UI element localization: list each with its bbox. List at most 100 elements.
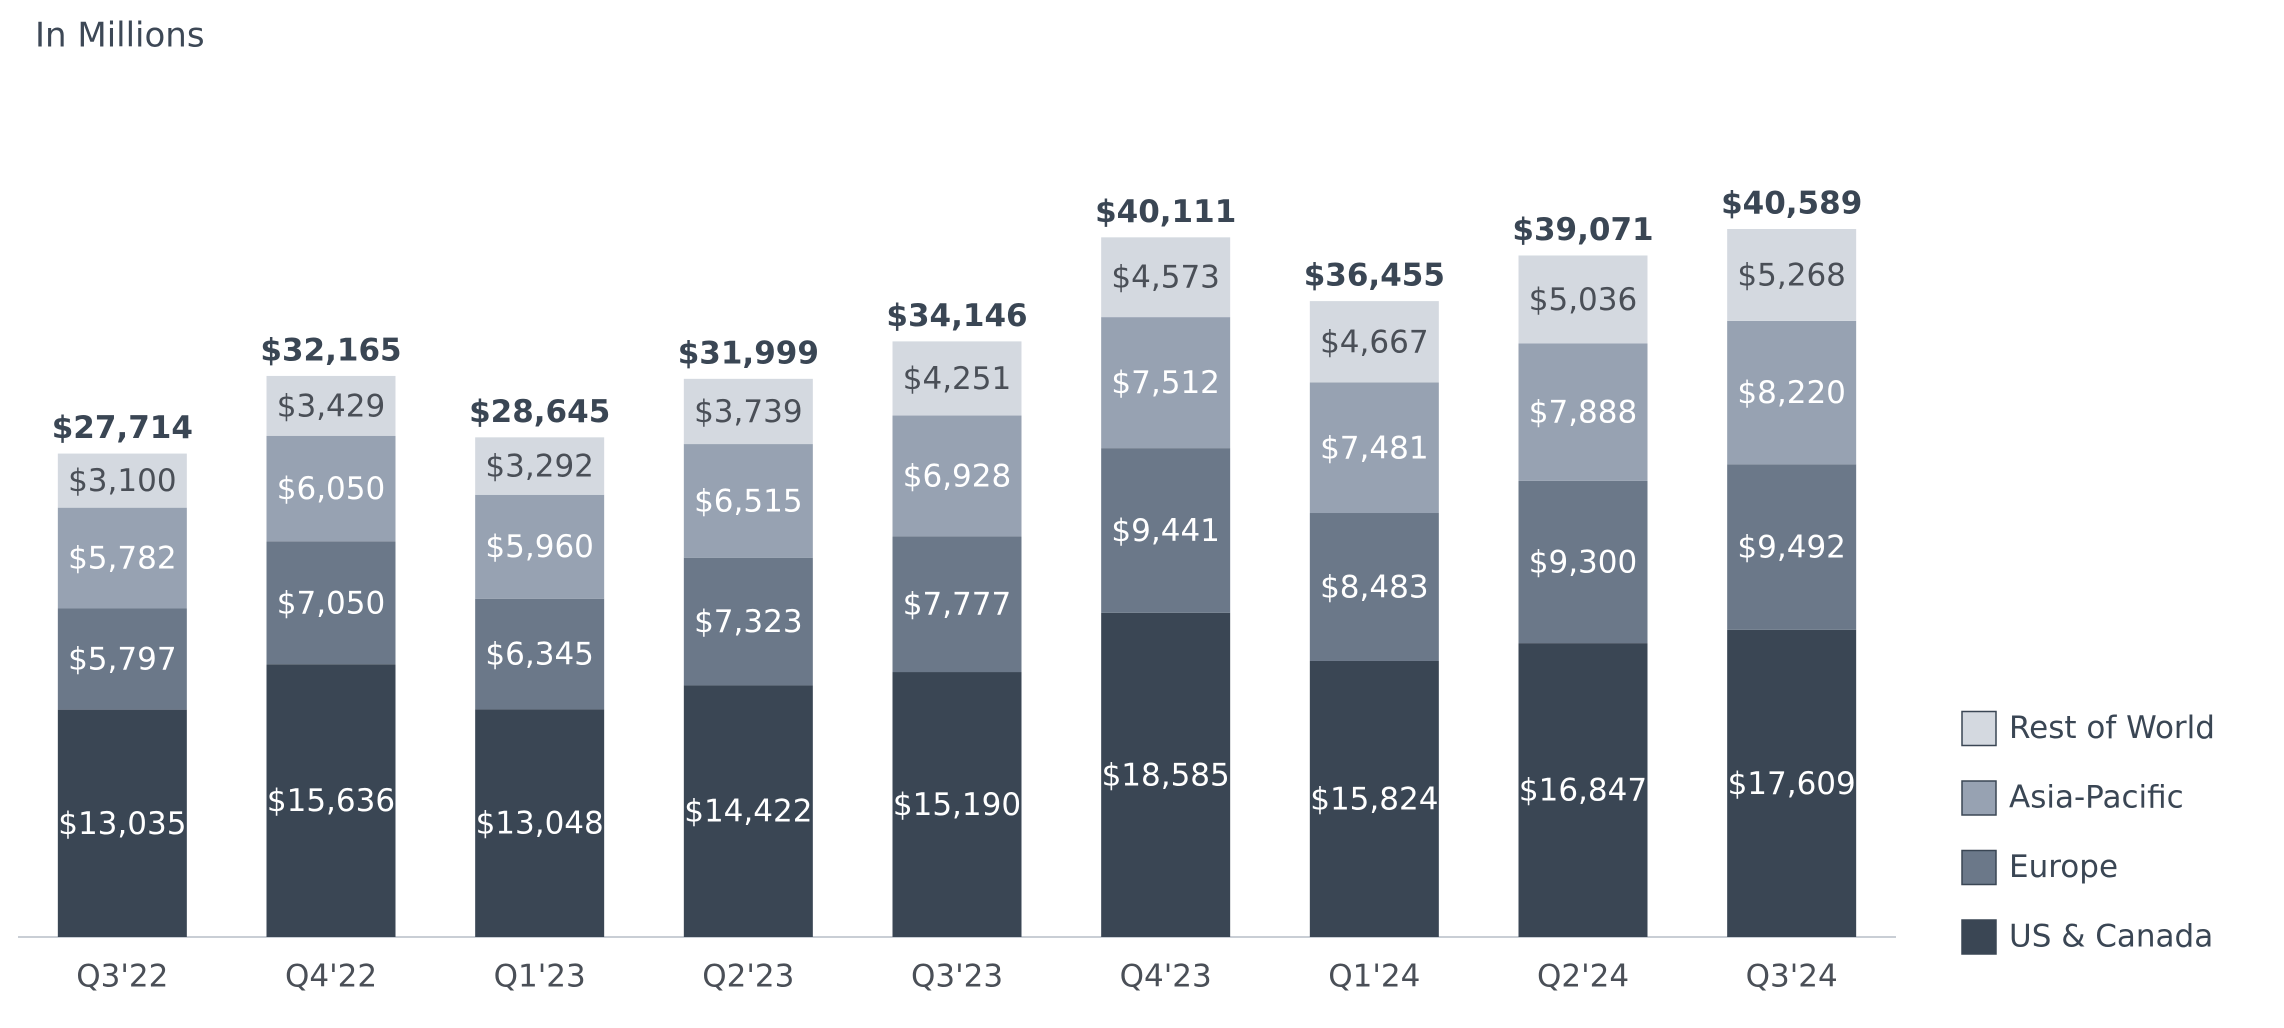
total-label: $40,589: [1721, 186, 1862, 222]
value-label: $5,782: [68, 541, 176, 577]
value-label: $7,512: [1111, 365, 1219, 401]
value-label: $4,573: [1111, 260, 1219, 296]
bar-segment: [892, 672, 1022, 937]
value-label: $3,292: [485, 449, 593, 485]
value-label: $8,220: [1737, 375, 1845, 411]
value-label: $5,960: [485, 529, 593, 565]
bar-segment: [1727, 464, 1857, 630]
value-label: $13,035: [58, 806, 186, 842]
value-label: $7,777: [903, 587, 1011, 623]
bar-segment: [57, 453, 187, 508]
bar-segment: [266, 435, 396, 542]
x-tick-label: Q3'24: [1746, 959, 1838, 995]
value-label: $14,422: [684, 794, 812, 830]
x-tick-label: Q1'23: [494, 959, 586, 995]
value-label: $13,048: [476, 806, 604, 842]
value-label: $9,300: [1529, 545, 1637, 581]
legend-swatch: [1961, 780, 1997, 816]
bar-segment: [1727, 229, 1857, 321]
value-label: $5,036: [1529, 282, 1637, 318]
x-tick-label: Q2'24: [1537, 959, 1629, 995]
bar-segment: [475, 709, 605, 937]
bar-segment: [475, 598, 605, 710]
total-label: $31,999: [678, 335, 819, 371]
bar-segment: [1101, 448, 1231, 613]
bar-segment: [892, 341, 1022, 416]
bar-segment: [1309, 301, 1439, 383]
bar-segment: [683, 444, 813, 558]
chart-subtitle: In Millions: [35, 16, 205, 56]
value-label: $9,492: [1737, 530, 1845, 566]
legend-label: Europe: [2009, 849, 2118, 885]
bar-segment: [266, 664, 396, 937]
value-label: $18,585: [1102, 757, 1230, 793]
value-label: $7,481: [1320, 430, 1428, 466]
bar-segment: [475, 494, 605, 599]
value-label: $9,441: [1111, 513, 1219, 549]
bar-segment: [475, 437, 605, 495]
legend-label: US & Canada: [2009, 919, 2213, 955]
x-tick-label: Q4'23: [1120, 959, 1212, 995]
value-label: $15,190: [893, 787, 1021, 823]
legend-swatch: [1961, 849, 1997, 886]
value-label: $5,268: [1737, 257, 1845, 293]
bar-segment: [683, 685, 813, 937]
value-label: $7,323: [694, 604, 802, 640]
bar-segment: [1727, 320, 1857, 465]
value-label: $15,636: [267, 783, 395, 819]
x-tick-label: Q1'24: [1328, 959, 1420, 995]
value-label: $7,050: [277, 585, 385, 621]
value-label: $3,429: [277, 388, 385, 424]
total-label: $36,455: [1304, 258, 1445, 294]
bar-segment: [1101, 612, 1231, 937]
bar-segment: [1518, 255, 1648, 344]
bar-segment: [683, 557, 813, 686]
value-label: $4,667: [1320, 324, 1428, 360]
x-tick-label: Q4'22: [285, 959, 377, 995]
value-label: $8,483: [1320, 569, 1428, 605]
total-label: $27,714: [52, 410, 193, 446]
x-tick-label: Q2'23: [702, 959, 794, 995]
bar-segment: [683, 378, 813, 445]
legend-label: Rest of World: [2009, 710, 2215, 746]
bar-segment: [1518, 343, 1648, 481]
bar-segment: [892, 536, 1022, 673]
total-label: $40,111: [1095, 194, 1236, 230]
bar-segment: [1309, 513, 1439, 661]
bar-segment: [1309, 660, 1439, 937]
bar-segment: [892, 415, 1022, 537]
legend-swatch: [1961, 919, 1997, 955]
value-label: $5,797: [68, 642, 176, 678]
value-label: $7,888: [1529, 395, 1637, 431]
value-label: $16,847: [1519, 773, 1647, 809]
bar-segment: [1101, 237, 1231, 318]
bar-segment: [57, 709, 187, 937]
bar-segment: [1518, 480, 1648, 644]
bar-segment: [1309, 382, 1439, 514]
value-label: $3,100: [68, 463, 176, 499]
total-label: $28,645: [469, 394, 610, 430]
value-label: $6,515: [694, 483, 802, 519]
value-label: $4,251: [903, 361, 1011, 397]
value-label: $3,739: [694, 394, 802, 430]
value-label: $15,824: [1310, 781, 1438, 817]
value-label: $6,928: [903, 458, 1011, 494]
bar-segment: [1727, 629, 1857, 937]
x-tick-label: Q3'23: [911, 959, 1003, 995]
bar-segment: [1518, 643, 1648, 937]
legend-label: Asia-Pacific: [2009, 780, 2184, 816]
bar-segment: [266, 375, 396, 436]
bar-segment: [266, 541, 396, 665]
value-label: $6,345: [485, 637, 593, 673]
bar-segment: [57, 608, 187, 710]
x-tick-label: Q3'22: [76, 959, 168, 995]
total-label: $34,146: [886, 298, 1027, 334]
value-label: $17,609: [1728, 766, 1856, 802]
legend-swatch: [1961, 710, 1997, 747]
total-label: $32,165: [260, 332, 401, 368]
total-label: $39,071: [1512, 212, 1653, 248]
bar-segment: [57, 507, 187, 609]
value-label: $6,050: [277, 471, 385, 507]
bar-segment: [1101, 317, 1231, 449]
